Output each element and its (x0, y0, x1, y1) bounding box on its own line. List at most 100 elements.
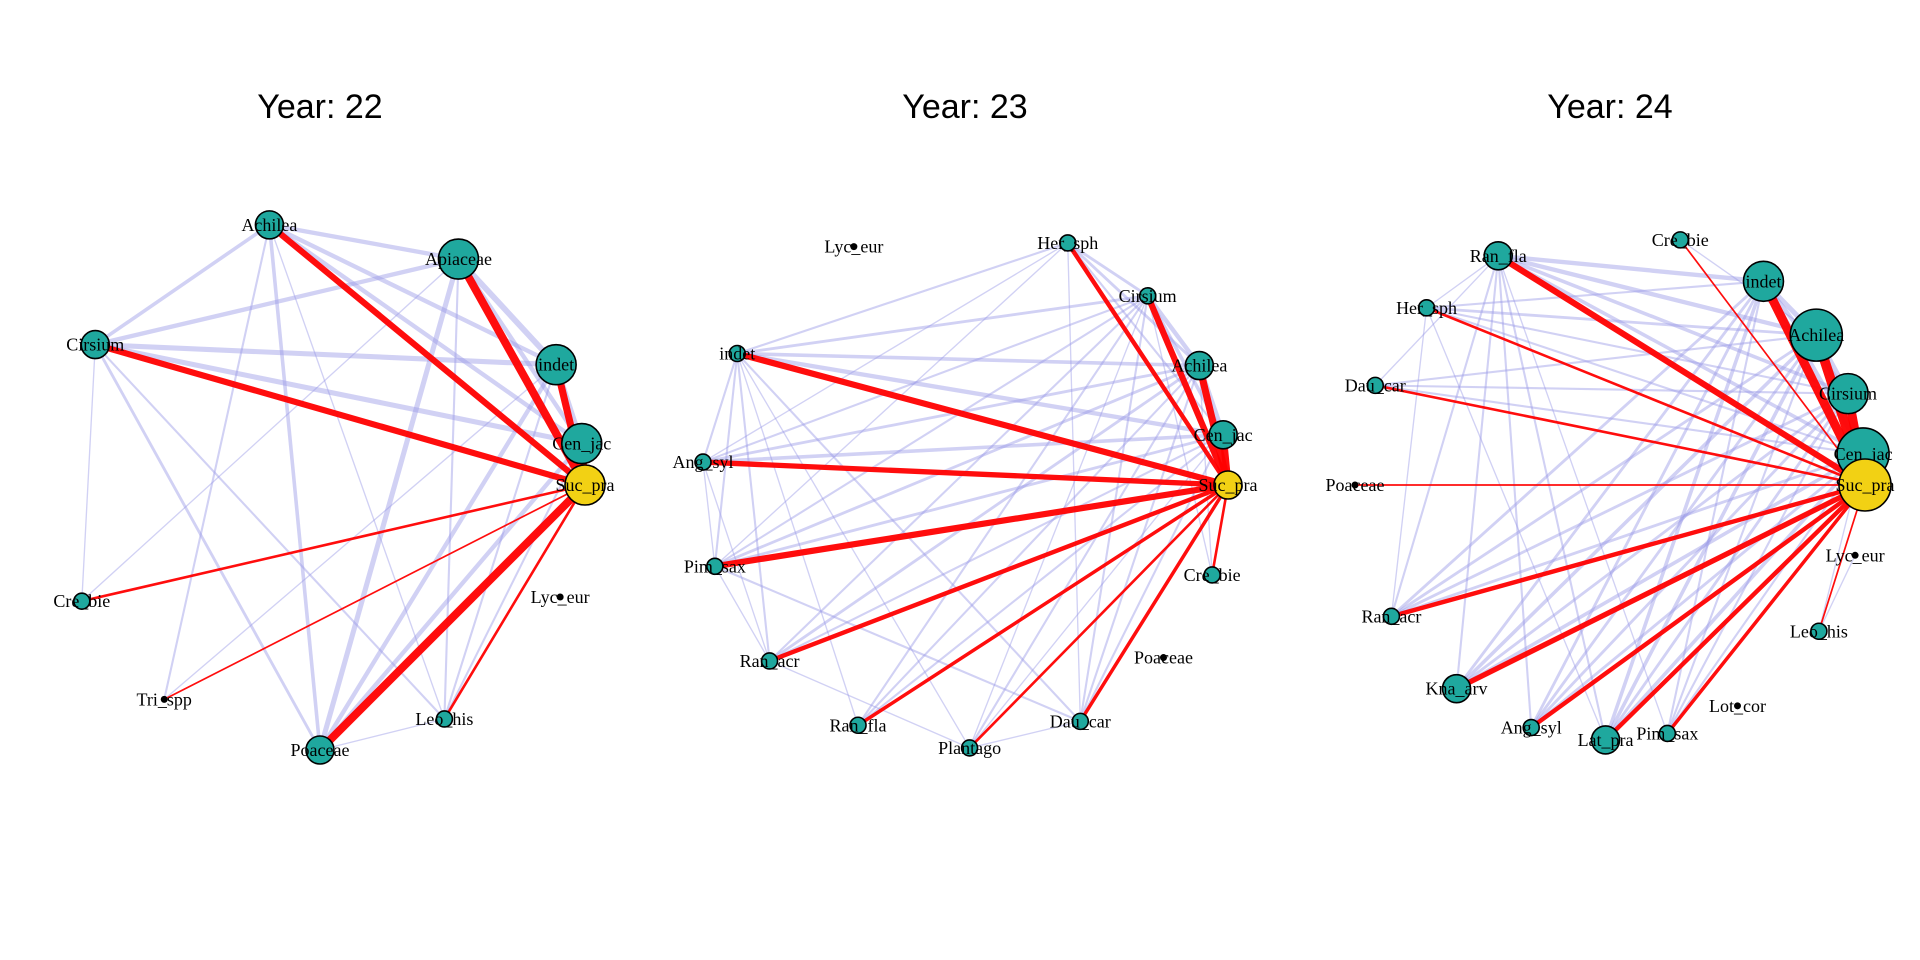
network-edge (1603, 279, 1766, 742)
network-node[interactable] (556, 593, 564, 601)
network-node[interactable] (706, 557, 724, 576)
network-edge (768, 364, 1201, 663)
network-node[interactable] (535, 343, 577, 386)
network-edge (443, 258, 460, 721)
node-label: Ran_acr (740, 651, 800, 671)
network-edge (1496, 254, 1865, 456)
node-label: Poaceae (1134, 648, 1193, 668)
network-edge (1603, 333, 1819, 742)
focal-edge (80, 483, 587, 603)
focal-node[interactable] (1213, 470, 1243, 500)
network-node[interactable] (1658, 724, 1677, 743)
network-node[interactable] (694, 453, 712, 471)
network-node[interactable] (1417, 299, 1436, 317)
focal-edge (767, 482, 1231, 664)
network-edge (1390, 254, 1500, 618)
focal-edge (1665, 483, 1867, 736)
network-node[interactable] (160, 695, 168, 703)
focal-edge (443, 483, 587, 721)
node-label: Achilea (241, 215, 297, 235)
network-node[interactable] (1184, 350, 1215, 381)
network-edge (968, 295, 1149, 749)
network-edge (1425, 306, 1865, 455)
network-edge (319, 718, 446, 751)
network-node[interactable] (1382, 607, 1401, 626)
network-edge (1603, 452, 1865, 742)
focal-node[interactable] (1838, 458, 1892, 512)
network-edge (736, 352, 859, 726)
network-edge (1604, 392, 1850, 742)
focal-edge (1679, 239, 1866, 486)
network-edge (455, 256, 560, 368)
network-edge (713, 433, 1225, 568)
network-node[interactable] (1203, 566, 1221, 584)
network-node[interactable] (850, 243, 858, 251)
network-node[interactable] (1441, 673, 1472, 704)
network-node[interactable] (1138, 287, 1157, 305)
network-edge (317, 256, 462, 753)
network-edge (1455, 254, 1500, 690)
network-node[interactable] (1208, 420, 1238, 450)
panel-title: Year: 24 (1547, 88, 1672, 126)
network-edge (1497, 254, 1533, 729)
network-node[interactable] (1071, 712, 1090, 731)
network-node[interactable] (1522, 718, 1541, 737)
network-node[interactable] (1483, 241, 1514, 271)
network-node[interactable] (437, 238, 480, 280)
network-edge (856, 294, 1149, 727)
network-node[interactable] (80, 329, 111, 360)
node-label: Pim_sax (1636, 723, 1698, 743)
network-node[interactable] (760, 652, 779, 670)
network-edge (1496, 253, 1819, 338)
network-node[interactable] (728, 344, 747, 363)
network-edge (163, 364, 557, 701)
node-label: Ran_fla (830, 715, 887, 735)
focal-node[interactable] (564, 464, 606, 506)
network-node[interactable] (73, 592, 91, 610)
network-node[interactable] (1851, 551, 1859, 559)
network-edge (713, 294, 1149, 568)
network-edge (1425, 280, 1765, 309)
focal-edge (266, 221, 589, 489)
network-node[interactable] (1058, 234, 1077, 252)
network-node[interactable] (1789, 308, 1844, 362)
node-label: Cirsium (1819, 384, 1877, 404)
network-edge (81, 258, 460, 602)
node-label: Dau_car (1050, 711, 1111, 731)
network-edge (1496, 254, 1850, 396)
focal-edge (1389, 482, 1868, 619)
network-node[interactable] (1351, 481, 1359, 489)
node-label: Lyc_eur (1826, 545, 1885, 565)
network-edge (1374, 334, 1818, 387)
node-label: Cen_jac (1834, 444, 1893, 464)
panel-title: Year: 22 (257, 88, 382, 126)
network-node[interactable] (1810, 622, 1828, 641)
node-label: Apiaceae (425, 249, 492, 269)
network-edge (1497, 254, 1607, 742)
focal-edge (1495, 252, 1869, 489)
focal-edge (92, 341, 589, 489)
network-node[interactable] (849, 716, 867, 735)
network-node[interactable] (1827, 372, 1869, 415)
node-label: Cen_jac (1194, 425, 1253, 445)
network-node[interactable] (1742, 260, 1785, 303)
network-node[interactable] (305, 735, 335, 765)
network-edge (1066, 241, 1150, 298)
network-node[interactable] (254, 210, 285, 240)
network-node[interactable] (960, 739, 979, 757)
focal-edge (316, 481, 589, 754)
network-node[interactable] (560, 422, 603, 465)
focal-edge (734, 350, 1232, 489)
network-node[interactable] (1590, 725, 1621, 755)
network-node[interactable] (435, 710, 454, 728)
network-node[interactable] (1734, 702, 1741, 710)
node-label: Cirsium (1119, 286, 1177, 306)
network-edge (1425, 306, 1818, 337)
node-label: indet (1745, 271, 1781, 291)
network-node[interactable] (1671, 231, 1690, 249)
network-node[interactable] (1159, 654, 1167, 662)
network-node[interactable] (1366, 376, 1385, 395)
network-edge (1066, 241, 1225, 436)
focal-edge (1529, 482, 1868, 730)
